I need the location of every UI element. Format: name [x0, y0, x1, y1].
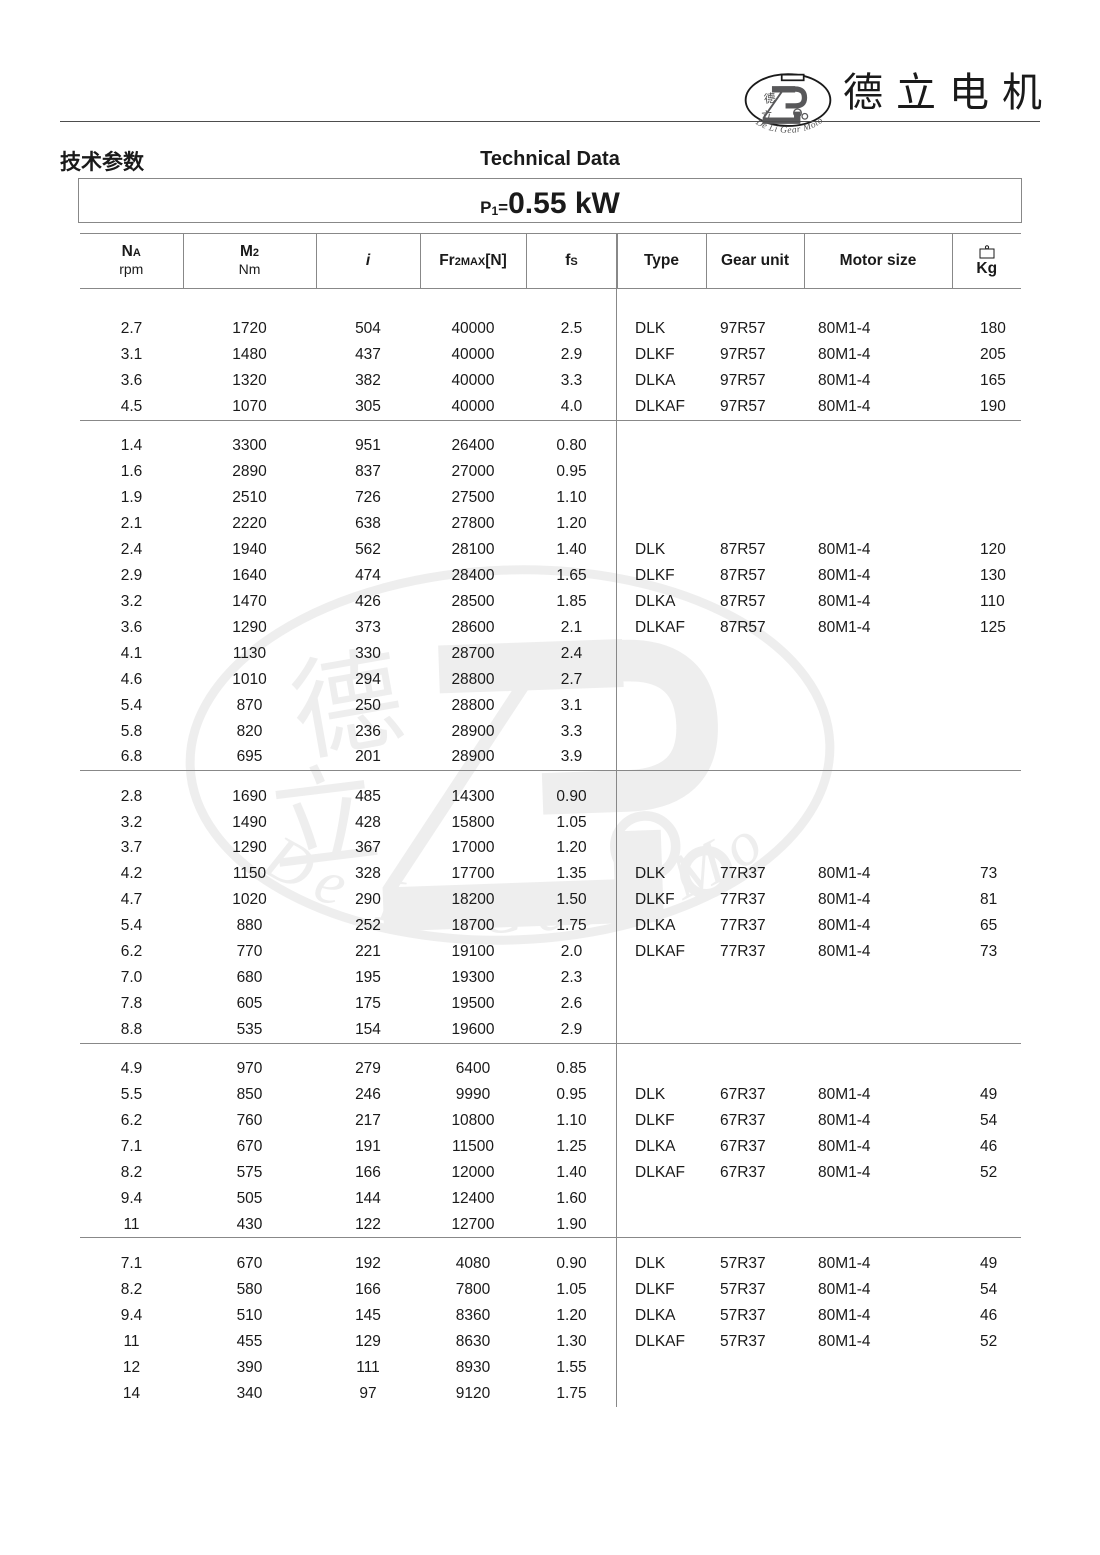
svg-text:德: 德 — [763, 91, 777, 107]
